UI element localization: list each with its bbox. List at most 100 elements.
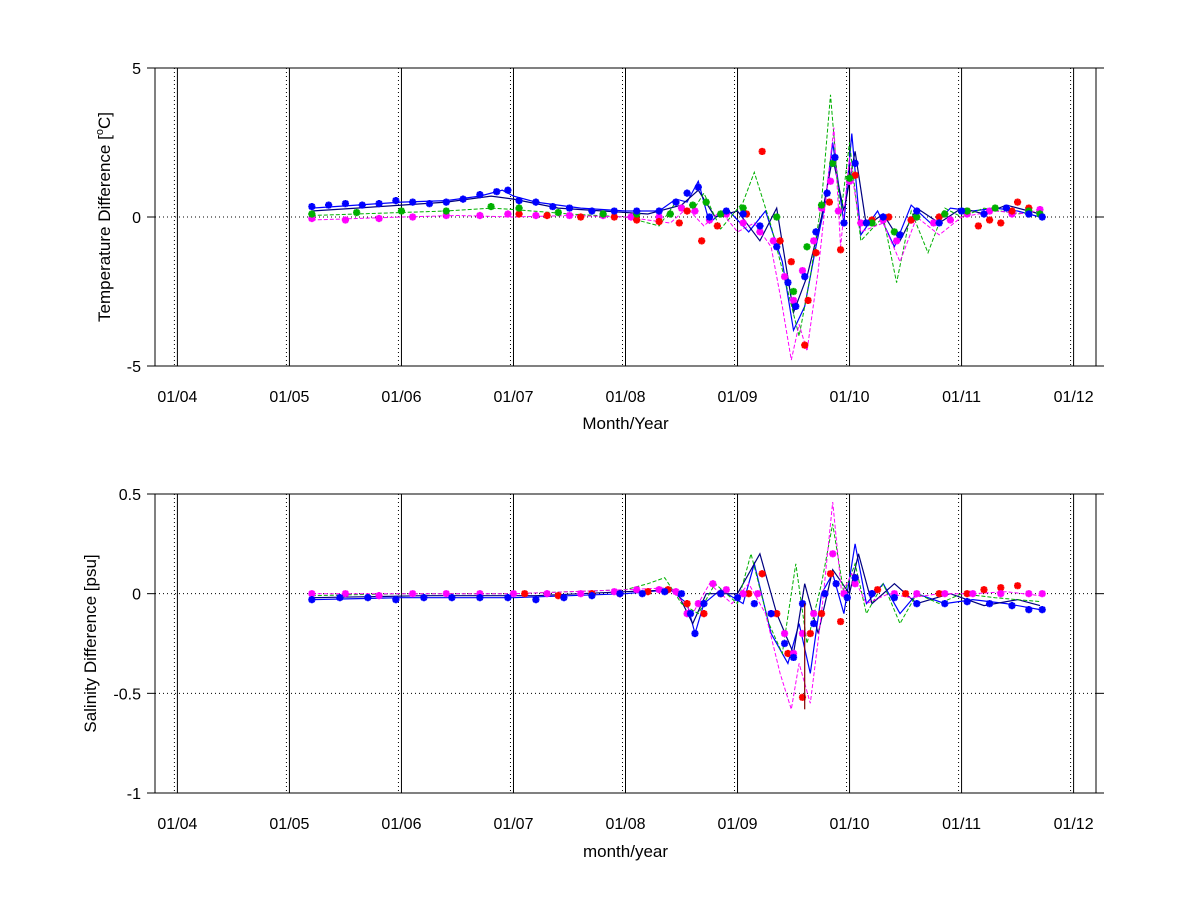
- data-point: [798, 693, 807, 701]
- x-axis-label: month/year: [583, 842, 668, 861]
- data-point: [862, 219, 870, 227]
- series-5: [521, 570, 1022, 701]
- data-point: [554, 592, 562, 600]
- x-tick-label: 01/11: [942, 389, 981, 406]
- data-point: [644, 588, 652, 596]
- data-point: [1008, 602, 1016, 610]
- data-point: [913, 590, 921, 598]
- y-tick-label: 0: [132, 587, 141, 604]
- data-point: [907, 216, 915, 224]
- y-axis-label-unit: C]: [95, 112, 114, 129]
- data-point: [588, 207, 596, 215]
- data-point: [633, 586, 641, 594]
- data-point: [773, 610, 781, 618]
- data-point: [985, 207, 994, 215]
- data-point: [758, 147, 766, 156]
- data-point: [308, 596, 316, 604]
- data-point: [1038, 213, 1046, 221]
- data-point: [826, 177, 835, 185]
- data-point: [789, 287, 798, 296]
- data-point: [722, 586, 730, 594]
- data-point: [776, 237, 784, 245]
- data-point: [792, 302, 800, 310]
- y-tick-label: 0: [132, 210, 141, 227]
- data-point: [739, 590, 747, 598]
- data-point: [655, 213, 663, 221]
- data-point: [655, 207, 663, 215]
- data-point: [745, 590, 753, 598]
- chart-panel-1: 5 0 -5 01/04 01/05 01/06 01/07 01/08 01/09 01/10 0…: [94, 61, 1104, 433]
- x-tick-label: 01/08: [605, 816, 645, 833]
- data-point: [565, 211, 574, 220]
- data-point: [840, 590, 848, 598]
- y-tick-label: 0.5: [119, 487, 141, 504]
- x-tick-label: 01/04: [157, 389, 197, 406]
- data-point: [375, 199, 383, 208]
- data-point: [358, 201, 366, 209]
- data-point: [890, 594, 898, 602]
- series-8: [308, 153, 1046, 310]
- data-point: [733, 594, 742, 602]
- data-point: [713, 222, 721, 230]
- data-point: [691, 629, 699, 638]
- data-point: [442, 211, 450, 220]
- series-line: [311, 523, 1041, 656]
- data-point: [353, 208, 361, 217]
- data-point: [804, 296, 812, 305]
- data-point: [913, 213, 921, 221]
- series-1: [311, 543, 1041, 674]
- data-point: [577, 590, 585, 598]
- series-6: [308, 550, 1046, 658]
- data-point: [554, 208, 562, 217]
- data-point: [1038, 606, 1046, 614]
- data-point: [705, 213, 714, 221]
- data-point: [826, 570, 835, 578]
- data-point: [985, 216, 994, 224]
- data-point: [616, 590, 624, 598]
- data-point: [459, 195, 467, 203]
- data-point: [873, 586, 882, 594]
- data-point: [336, 594, 344, 602]
- data-point: [487, 202, 495, 211]
- y-tick-label: 5: [132, 61, 141, 78]
- x-tick-label: 01/09: [718, 816, 758, 833]
- series-4: [311, 501, 1041, 710]
- data-point: [709, 580, 717, 588]
- data-point: [780, 273, 789, 281]
- data-point: [780, 639, 789, 648]
- data-point: [974, 222, 982, 230]
- data-point: [991, 204, 999, 212]
- data-point: [686, 610, 695, 618]
- series-line: [311, 133, 1041, 333]
- data-point: [308, 202, 316, 211]
- y-axis-label: Salinity Difference [psu]: [81, 554, 100, 732]
- data-point: [577, 213, 585, 221]
- data-point: [756, 228, 764, 236]
- data-point: [1025, 210, 1033, 218]
- data-point: [868, 219, 876, 227]
- data-point: [773, 243, 781, 251]
- series-line: [311, 552, 1041, 656]
- data-point: [694, 183, 702, 191]
- data-point: [843, 594, 851, 602]
- data-point: [308, 590, 316, 598]
- data-point: [700, 600, 708, 608]
- data-point: [810, 237, 818, 245]
- data-point: [677, 590, 686, 598]
- x-tick-label: 01/05: [269, 389, 309, 406]
- y-tick-label: -1: [127, 786, 141, 803]
- series-1: [311, 133, 1041, 333]
- data-point: [610, 213, 618, 221]
- data-point: [798, 600, 807, 608]
- data-point: [677, 204, 686, 212]
- data-point: [420, 594, 428, 602]
- data-point: [689, 201, 697, 209]
- data-point: [739, 204, 747, 212]
- data-point: [756, 222, 764, 230]
- data-point: [1036, 205, 1044, 214]
- data-point: [655, 217, 663, 226]
- data-point: [392, 596, 400, 604]
- data-point: [845, 174, 854, 182]
- series-line: [311, 543, 1041, 674]
- data-point: [610, 588, 618, 596]
